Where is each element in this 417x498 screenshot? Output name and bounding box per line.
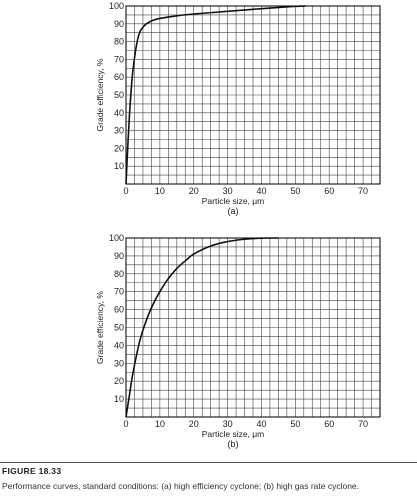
x-tick-label: 70	[358, 419, 368, 429]
efficiency-curve-a	[125, 5, 306, 185]
y-tick-label: 80	[114, 269, 124, 279]
y-tick-label: 60	[114, 72, 124, 82]
y-tick-label: 90	[114, 19, 124, 29]
y-tick-label: 20	[114, 143, 124, 153]
x-tick-label: 20	[189, 419, 199, 429]
y-tick-label: 70	[114, 54, 124, 64]
y-tick-label: 40	[114, 340, 124, 350]
x-tick-label: 20	[189, 186, 199, 196]
x-tick-label: 60	[324, 186, 334, 196]
y-axis-label: Grade efficiency, %	[95, 58, 105, 131]
y-tick-label: 60	[114, 305, 124, 315]
x-axis-label: Particle size, μm	[202, 429, 265, 439]
y-tick-label: 90	[114, 251, 124, 261]
y-tick-label: 80	[114, 37, 124, 47]
y-tick-label: 10	[114, 394, 124, 404]
x-tick-label: 10	[155, 419, 165, 429]
x-tick-label: 50	[290, 186, 300, 196]
y-axis-label: Grade efficiency, %	[95, 291, 105, 364]
y-tick-label: 40	[114, 108, 124, 118]
x-tick-label: 30	[223, 419, 233, 429]
x-tick-label: 0	[123, 419, 128, 429]
caption-divider	[0, 462, 417, 463]
y-tick-label: 30	[114, 126, 124, 136]
y-tick-label: 30	[114, 358, 124, 368]
x-tick-label: 0	[123, 186, 128, 196]
y-tick-label: 100	[109, 233, 124, 243]
x-tick-label: 10	[155, 186, 165, 196]
figure-caption: Performance curves, standard conditions:…	[2, 481, 360, 491]
figure-title: FIGURE 18.33	[2, 466, 62, 476]
efficiency-curve-b	[125, 237, 279, 418]
chart-a: 0 10 20 30 40 50 60 70 10 20 30 40 50 60 70 80 90 100 Part…	[95, 1, 381, 216]
y-tick-label: 70	[114, 287, 124, 297]
x-tick-label: 40	[256, 186, 266, 196]
panel-label: (a)	[228, 206, 239, 216]
y-tick-label: 20	[114, 376, 124, 386]
y-tick-label: 100	[109, 1, 124, 11]
x-tick-label: 30	[223, 186, 233, 196]
x-tick-label: 40	[256, 419, 266, 429]
figure-charts: 0 10 20 30 40 50 60 70102030405060708090100Part…	[95, 1, 381, 449]
panel-label: (b)	[228, 439, 239, 449]
plot-frame	[125, 5, 381, 185]
y-tick-label: 50	[114, 323, 124, 333]
chart-b: 0 10 20 30 40 50 60 70 10 20 30 40 50 60 70 80 90 100 Part…	[95, 233, 381, 449]
x-tick-label: 50	[290, 419, 300, 429]
x-axis-label: Particle size, μm	[202, 196, 265, 206]
x-tick-label: 60	[324, 419, 334, 429]
y-tick-label: 10	[114, 161, 124, 171]
y-tick-label: 50	[114, 90, 124, 100]
x-tick-label: 70	[358, 186, 368, 196]
